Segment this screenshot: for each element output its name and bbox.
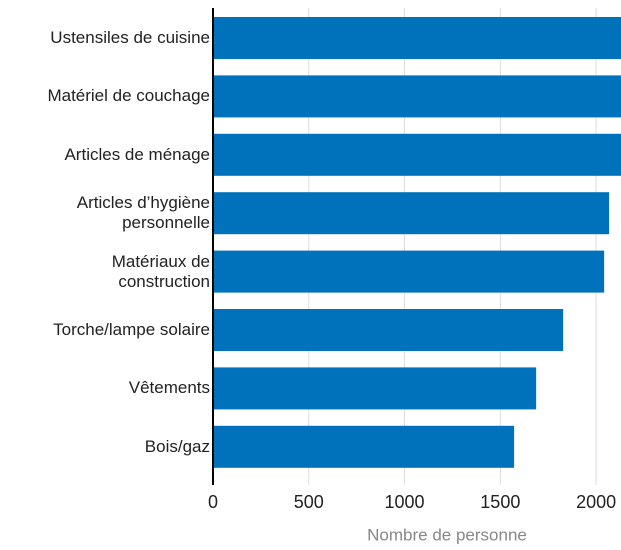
bar: [213, 75, 621, 118]
x-tick-label: 500: [294, 492, 324, 512]
y-tick-label: Articles d’hygiène personnelle: [76, 193, 210, 233]
bar: [213, 192, 610, 235]
x-tick-label: 2000: [576, 492, 616, 512]
y-tick-label: Matériel de couchage: [47, 86, 210, 106]
x-tick-label: 1500: [480, 492, 520, 512]
y-tick-label: Torche/lampe solaire: [53, 320, 210, 339]
bar: [213, 17, 621, 59]
y-tick-label: Bois/gaz: [144, 436, 210, 456]
bar: [213, 367, 537, 410]
x-tick-label: 1000: [385, 492, 425, 512]
x-axis-title: Nombre de personne: [367, 525, 527, 544]
bar: [213, 133, 621, 176]
bar: [213, 309, 564, 351]
bar: [213, 250, 605, 293]
y-tick-label: Matériaux de construction: [111, 251, 210, 291]
y-tick-label: Ustensiles de cuisine: [50, 28, 210, 47]
bar: [213, 425, 515, 468]
y-tick-label: Vêtements: [128, 378, 210, 398]
y-tick-label: Articles de ménage: [64, 144, 210, 164]
x-tick-label: 0: [208, 492, 218, 512]
